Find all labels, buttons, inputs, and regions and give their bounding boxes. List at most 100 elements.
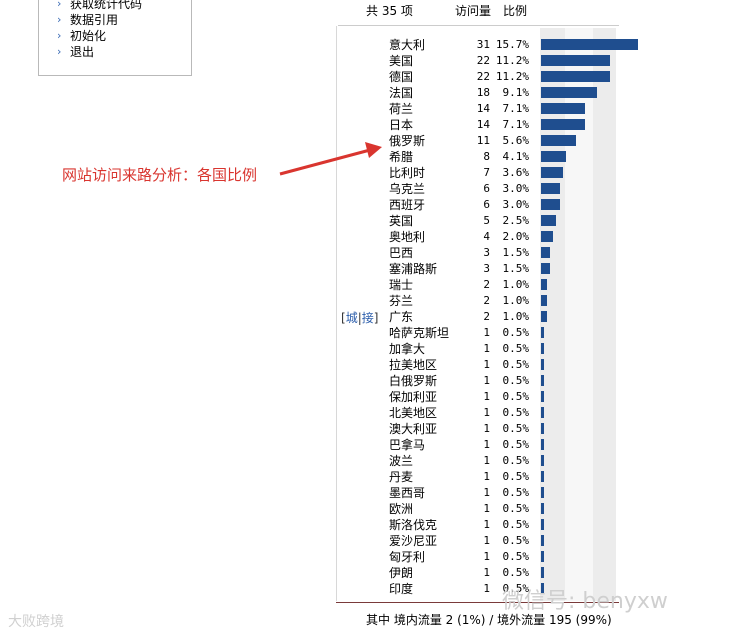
visit-percentage: 0.5% [502,566,530,579]
country-name: 美国 [389,54,414,68]
menu-item-label: 初始化 [70,29,107,43]
visit-percentage: 0.5% [502,374,530,387]
visit-count: 2 [483,310,490,323]
visit-count: 1 [483,422,490,435]
chevron-right-icon: › [57,29,62,42]
visit-count: 6 [483,182,490,195]
percentage-bar [541,151,566,162]
percentage-bar [541,407,544,418]
percentage-bar [541,87,597,98]
city-link[interactable]: 城 [345,311,358,325]
country-name: 加拿大 [389,342,426,356]
visit-percentage: 0.5% [502,358,530,371]
percentage-bar [541,311,547,322]
connect-link[interactable]: 接 [361,311,374,325]
percentage-bar [541,119,585,130]
visit-percentage: 0.5% [502,422,530,435]
traffic-summary: 其中 境内流量 2 (1%) / 境外流量 195 (99%) [366,613,612,627]
menu-item-init[interactable]: › 初始化 [57,28,107,44]
visit-count: 3 [483,246,490,259]
visit-count: 1 [483,550,490,563]
watermark-brand: 大败跨境 [8,614,64,630]
country-name: 丹麦 [389,470,414,484]
percentage-bar [541,423,544,434]
visit-count: 1 [483,518,490,531]
visit-count: 1 [483,502,490,515]
visit-percentage: 1.0% [502,278,530,291]
visit-percentage: 2.0% [502,230,530,243]
country-name: 欧洲 [389,502,414,516]
country-name: 乌克兰 [389,182,426,196]
visit-percentage: 1.5% [502,246,530,259]
table-left-border [336,26,337,601]
visit-percentage: 1.5% [502,262,530,275]
city-link-group: [城|接] [341,309,378,326]
country-name: 波兰 [389,454,414,468]
visit-count: 5 [483,214,490,227]
country-name: 塞浦路斯 [389,262,438,276]
visit-count: 11 [476,134,490,147]
visit-count: 1 [483,326,490,339]
annotation-arrow-icon [279,142,382,176]
country-name: 澳大利亚 [389,422,438,436]
ratio-column-header: 比例 [503,4,528,18]
visit-count: 1 [483,438,490,451]
country-name: 西班牙 [389,198,426,212]
country-name: 白俄罗斯 [389,374,438,388]
percentage-bar [541,167,563,178]
country-name: 俄罗斯 [389,134,426,148]
percentage-bar [541,183,560,194]
visit-percentage: 0.5% [502,406,530,419]
percentage-bar [541,471,544,482]
visit-count: 14 [476,102,490,115]
country-name: 墨西哥 [389,486,426,500]
visit-percentage: 3.0% [502,198,530,211]
percentage-bar [541,247,550,258]
country-name: 英国 [389,214,414,228]
visit-percentage: 11.2% [495,70,529,83]
country-name: 匈牙利 [389,550,426,564]
visit-count: 18 [476,86,490,99]
country-name: 爱沙尼亚 [389,534,438,548]
header-divider [338,25,619,26]
percentage-bar [541,343,544,354]
percentage-bar [541,327,544,338]
percentage-bar [541,215,556,226]
visit-count: 1 [483,470,490,483]
side-menu: › 获取统计代码 › 数据引用 › 初始化 › 退出 [38,0,192,76]
visit-count: 1 [483,486,490,499]
visit-count: 3 [483,262,490,275]
visit-percentage: 9.1% [502,86,530,99]
country-name: 广东 [389,310,414,324]
menu-item-get-code[interactable]: › 获取统计代码 [57,0,142,12]
separator: | [357,311,362,325]
country-name: 荷兰 [389,102,414,116]
visit-percentage: 0.5% [502,486,530,499]
visit-count: 1 [483,582,490,595]
percentage-bar [541,503,544,514]
percentage-bar [541,199,560,210]
visit-count: 1 [483,390,490,403]
menu-item-logout[interactable]: › 退出 [57,44,95,60]
visit-count: 2 [483,294,490,307]
percentage-bar [541,279,547,290]
country-name: 哈萨克斯坦 [389,326,450,340]
visit-count: 1 [483,374,490,387]
country-name: 保加利亚 [389,390,438,404]
visit-percentage: 15.7% [495,38,529,51]
visit-percentage: 0.5% [502,550,530,563]
menu-item-label: 数据引用 [70,13,119,27]
menu-item-label: 退出 [70,45,95,59]
percentage-bar [541,71,610,82]
percentage-bar [541,535,544,546]
percentage-bar [541,391,544,402]
chevron-right-icon: › [57,13,62,26]
menu-item-data-ref[interactable]: › 数据引用 [57,12,119,28]
visit-percentage: 0.5% [502,342,530,355]
country-name: 奥地利 [389,230,426,244]
visit-percentage: 1.0% [502,294,530,307]
percentage-bar [541,487,544,498]
visit-count: 1 [483,406,490,419]
country-name: 巴西 [389,246,414,260]
visit-count: 31 [476,38,490,51]
